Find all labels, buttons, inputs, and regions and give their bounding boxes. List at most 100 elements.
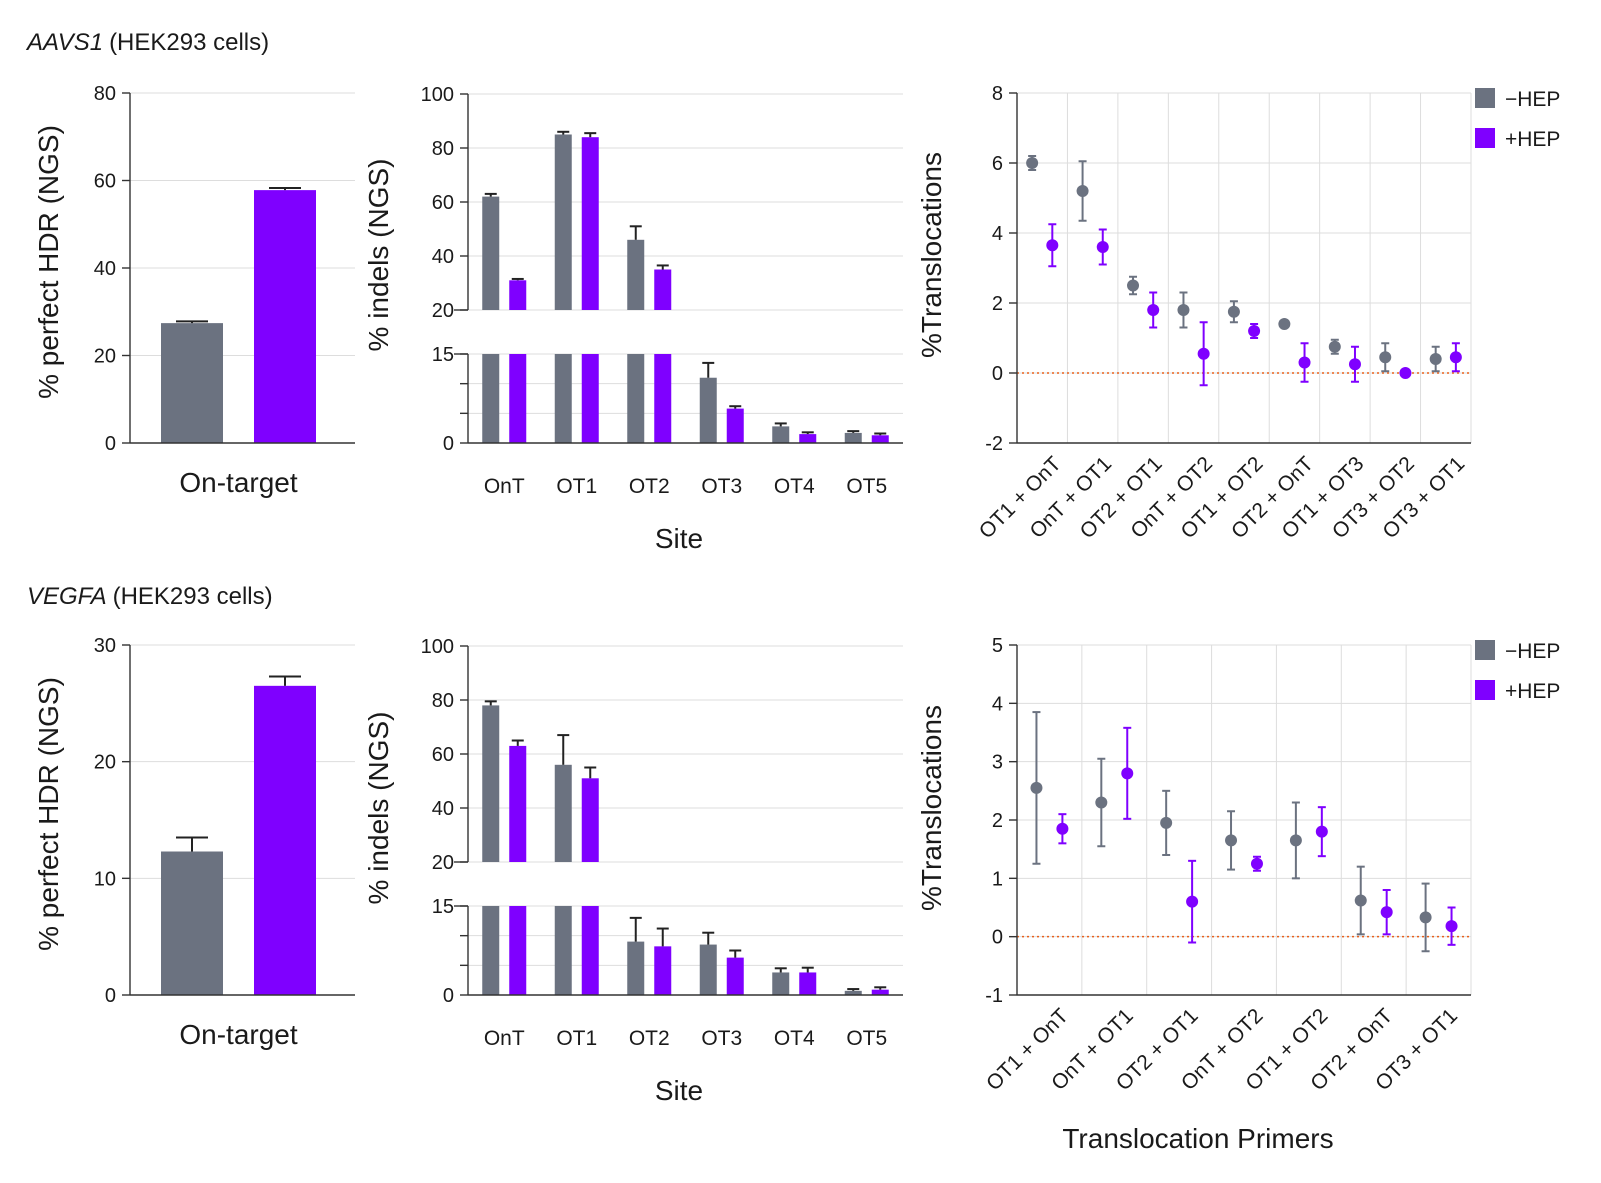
x-axis-label-site-vegfa: Site — [655, 1075, 703, 1106]
data-point — [1289, 834, 1302, 847]
data-point — [1445, 920, 1458, 933]
bar — [627, 941, 645, 995]
bar — [799, 434, 817, 443]
data-point — [1348, 358, 1361, 371]
data-point — [1046, 239, 1059, 252]
bar — [799, 972, 817, 995]
y-tick-label: 1 — [992, 868, 1003, 890]
y-tick-label: 20 — [94, 752, 116, 774]
bar-upper-segment — [509, 280, 527, 310]
data-point — [1030, 781, 1043, 794]
chart-hdr-vegfa: 0 10 20 30 On-target — [94, 635, 355, 1050]
data-point — [1399, 367, 1412, 379]
legend-swatch-plus-hep — [1475, 128, 1495, 148]
data-point — [1429, 353, 1442, 365]
bar-upper-segment — [554, 764, 572, 862]
y-axis-label-translocations-aavs1: %Translocations — [916, 152, 947, 358]
legend-label-minus-hep: −HEP — [1505, 640, 1560, 663]
category-label: OnT — [484, 475, 525, 498]
data-point — [1248, 325, 1261, 337]
y-tick-label: 4 — [992, 693, 1003, 715]
bar-upper-segment — [581, 778, 599, 862]
legend-label-plus-hep: +HEP — [1505, 128, 1560, 151]
data-point — [1147, 304, 1160, 316]
y-axis-label-hdr-aavs1: % perfect HDR (NGS) — [33, 125, 64, 399]
legend-label-minus-hep: −HEP — [1505, 88, 1560, 111]
category-label: OT3 — [701, 475, 742, 498]
y-axis-label-hdr-vegfa: % perfect HDR (NGS) — [33, 677, 64, 951]
y-tick-label: 100 — [421, 84, 454, 106]
row-header-vegfa: VEGFA (HEK293 cells) — [27, 583, 273, 610]
data-point — [1278, 318, 1291, 330]
bar-lower-segment — [627, 354, 645, 443]
y-tick-label: 40 — [94, 258, 116, 280]
category-label: On-target — [179, 1019, 297, 1050]
bar — [161, 851, 223, 995]
data-point — [1328, 340, 1341, 353]
bar — [699, 377, 717, 443]
legend-vegfa: −HEP +HEP — [1475, 640, 1560, 703]
bar — [772, 426, 790, 443]
y-tick-label: 20 — [432, 852, 454, 874]
y-tick-label: 15 — [432, 344, 454, 366]
y-tick-label: 2 — [992, 810, 1003, 832]
bar — [254, 685, 316, 995]
data-point — [1186, 895, 1199, 908]
bar — [654, 946, 672, 995]
bar-lower-segment — [581, 906, 599, 995]
y-tick-label: 60 — [432, 744, 454, 766]
x-axis-label-translocation-primers: Translocation Primers — [1062, 1123, 1333, 1154]
y-tick-label: 0 — [105, 433, 116, 455]
bar — [726, 957, 744, 995]
chart-indels-aavs1: 20 40 60 80 100 0 15 OnT OT1 OT2 OT3 OT4 OT5 — [421, 84, 903, 498]
bar-lower-segment — [654, 354, 672, 443]
category-label: OT5 — [846, 475, 887, 498]
bar-upper-segment — [627, 239, 645, 310]
bar-upper-segment — [509, 745, 527, 862]
y-tick-label: 15 — [432, 896, 454, 918]
y-tick-label: 20 — [432, 300, 454, 322]
category-label: On-target — [179, 467, 297, 498]
bar-upper-segment — [482, 705, 500, 862]
data-point — [1315, 825, 1328, 838]
legend-aavs1: −HEP +HEP — [1475, 88, 1560, 151]
bar — [254, 190, 316, 443]
y-tick-label: 6 — [992, 153, 1003, 175]
bar — [699, 944, 717, 995]
bar-lower-segment — [581, 354, 599, 443]
bar-lower-segment — [554, 906, 572, 995]
y-axis-label-translocations-vegfa: %Translocations — [916, 705, 947, 911]
bar-lower-segment — [482, 906, 500, 995]
y-tick-label: 80 — [432, 138, 454, 160]
data-point — [1298, 356, 1311, 369]
data-point — [1419, 911, 1432, 924]
data-point — [1449, 351, 1462, 364]
data-point — [1121, 767, 1134, 780]
bar — [844, 990, 862, 995]
y-axis-label-indels-vegfa: % indels (NGS) — [363, 712, 394, 905]
x-axis-label-site-aavs1: Site — [655, 523, 703, 554]
legend-swatch-plus-hep — [1475, 680, 1495, 700]
bar-lower-segment — [482, 354, 500, 443]
data-point — [1227, 305, 1240, 318]
category-label: OT1 — [556, 475, 597, 498]
y-axis-label-indels-aavs1: % indels (NGS) — [363, 159, 394, 352]
bar — [871, 989, 889, 995]
y-tick-label: 40 — [432, 246, 454, 268]
category-label: OT5 — [846, 1027, 887, 1050]
y-tick-label: 0 — [105, 985, 116, 1007]
y-tick-label: 0 — [443, 985, 454, 1007]
y-tick-label: 80 — [94, 83, 116, 105]
legend-label-plus-hep: +HEP — [1505, 680, 1560, 703]
legend-swatch-minus-hep — [1475, 88, 1495, 108]
category-label: OT3 — [701, 1027, 742, 1050]
category-label: OT4 — [774, 1027, 815, 1050]
legend-swatch-minus-hep — [1475, 640, 1495, 660]
bar-lower-segment — [509, 906, 527, 995]
category-label: OT2 — [629, 475, 670, 498]
y-tick-label: 40 — [432, 798, 454, 820]
y-tick-label: 100 — [421, 636, 454, 658]
bar-upper-segment — [654, 269, 672, 310]
data-point — [1096, 241, 1109, 253]
